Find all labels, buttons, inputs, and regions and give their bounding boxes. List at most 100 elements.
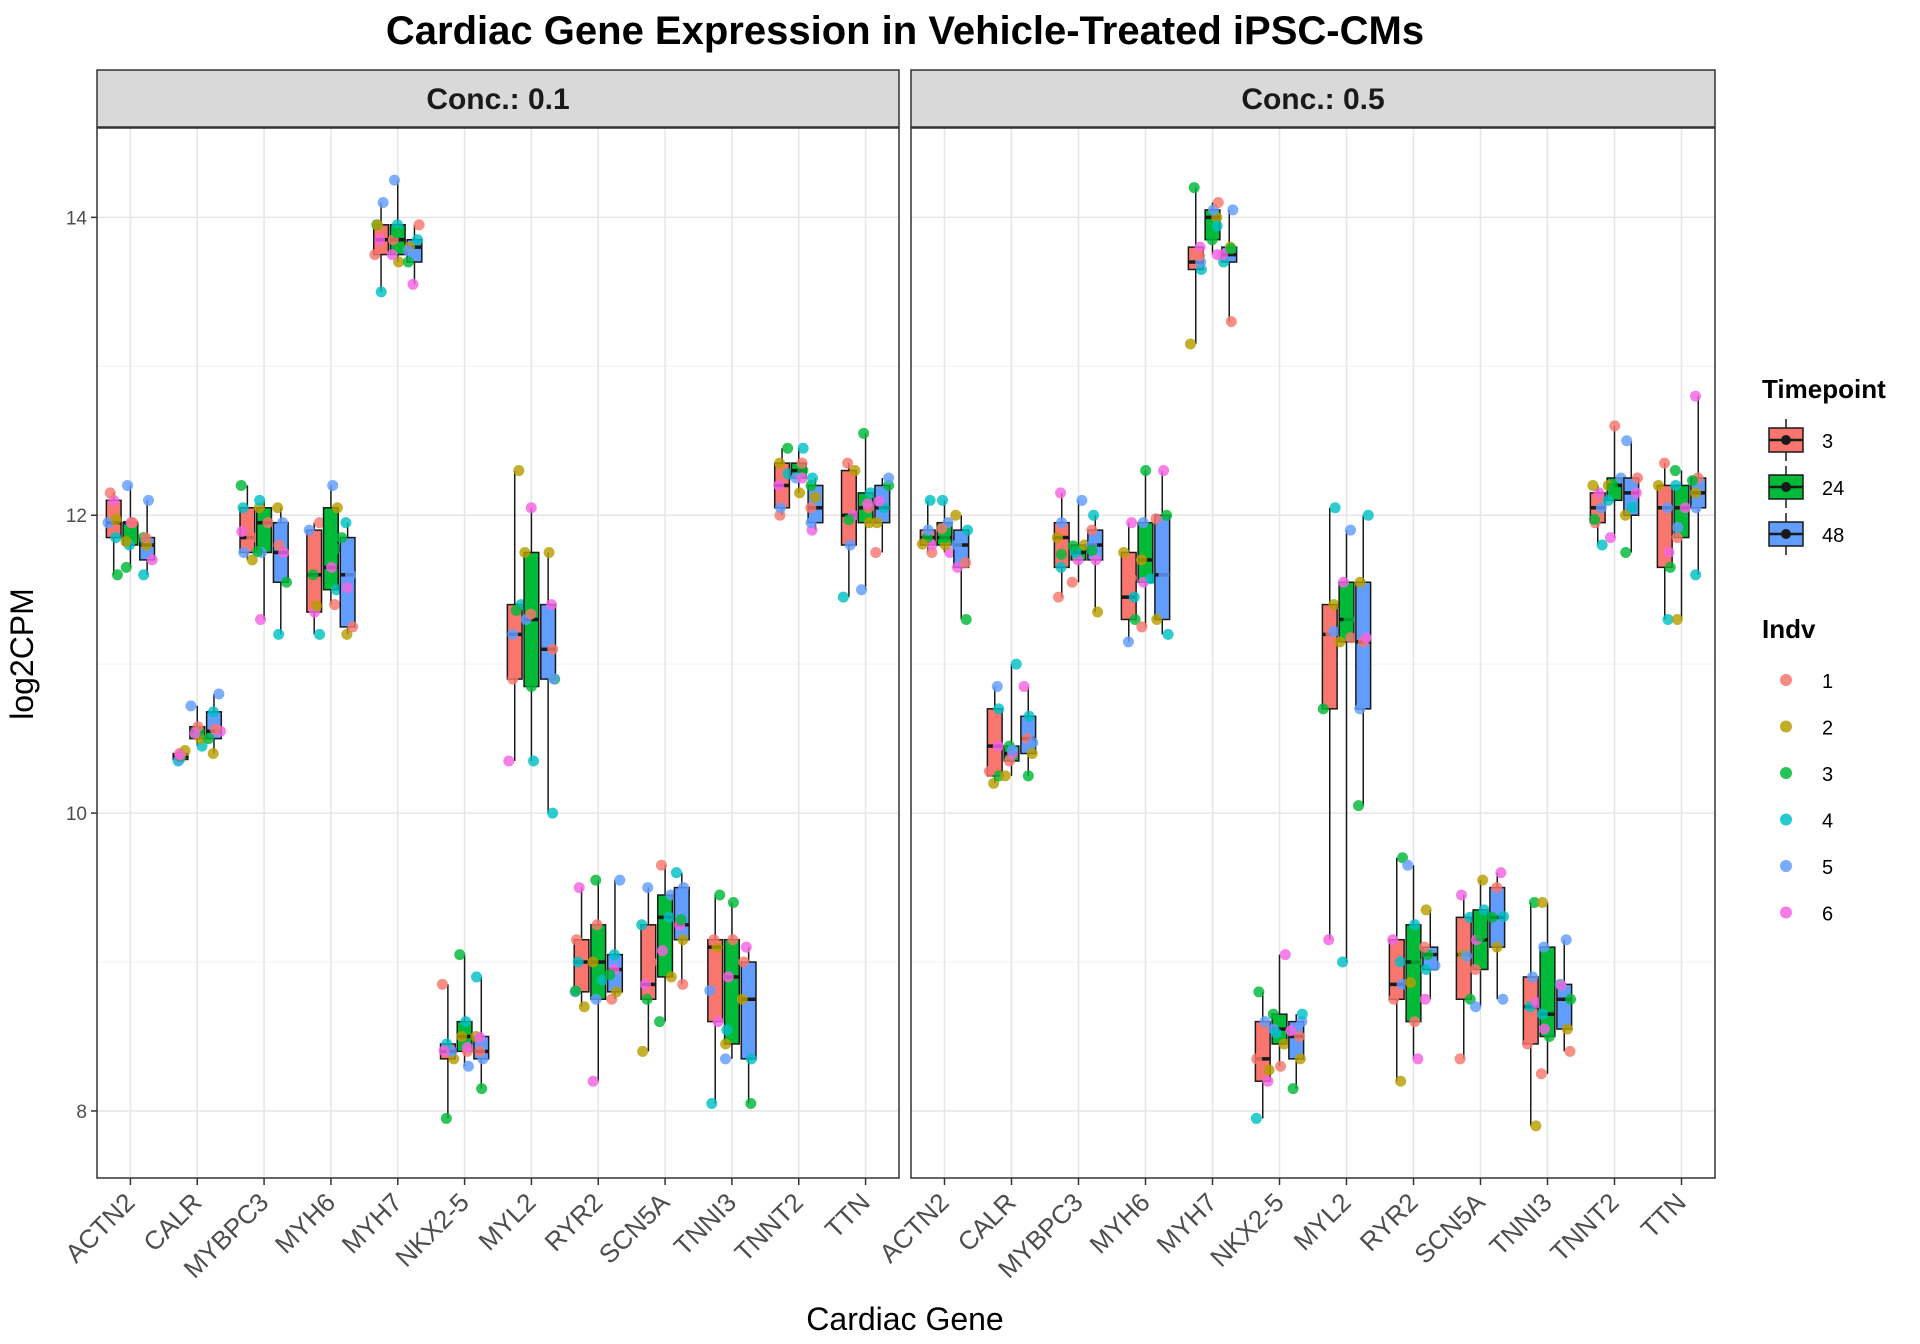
data-point: [794, 487, 806, 499]
box-MYBPC3-t3: [1051, 487, 1070, 603]
data-point: [341, 628, 353, 640]
data-point: [1275, 1060, 1287, 1072]
data-point: [645, 956, 657, 968]
box-MYBPC3-t48: [1086, 509, 1104, 618]
box-TTN-t3: [837, 457, 861, 603]
data-point: [1006, 744, 1018, 756]
data-point: [721, 1024, 733, 1036]
data-point: [1287, 1083, 1299, 1095]
data-point: [347, 621, 359, 633]
data-point: [341, 582, 353, 594]
data-point: [706, 1098, 718, 1110]
data-point: [590, 993, 602, 1005]
box-MYL2-t3: [1317, 502, 1341, 946]
data-point: [604, 969, 616, 981]
data-point: [207, 706, 219, 718]
data-point: [1086, 544, 1098, 556]
data-point: [1285, 1025, 1297, 1037]
data-point: [1067, 540, 1079, 552]
data-point: [1394, 956, 1406, 968]
data-point: [513, 465, 525, 477]
data-point: [1354, 576, 1366, 588]
facet-strip: [96, 69, 900, 128]
data-point: [1225, 316, 1237, 328]
data-point: [1690, 502, 1702, 514]
legend-key-point: [1781, 529, 1791, 539]
data-point: [871, 517, 883, 529]
data-point: [960, 557, 972, 569]
data-point: [1690, 390, 1702, 402]
data-point: [1486, 911, 1498, 923]
data-point: [1419, 993, 1431, 1005]
data-point: [782, 442, 794, 454]
data-point: [1056, 517, 1068, 529]
data-point: [476, 1083, 488, 1095]
data-point: [471, 971, 483, 983]
box-TNNI3-t24: [1535, 896, 1556, 1080]
data-point: [1090, 554, 1102, 566]
data-point: [1593, 487, 1605, 499]
data-point: [843, 514, 855, 526]
data-point: [1528, 896, 1540, 908]
data-point: [1270, 1027, 1282, 1039]
data-point: [1620, 546, 1632, 558]
box-TNNI3-t3: [704, 889, 726, 1110]
data-point: [1565, 993, 1577, 1005]
data-point: [727, 934, 739, 946]
legend-key-point: [1780, 860, 1792, 872]
data-point: [962, 524, 974, 536]
data-point: [993, 703, 1005, 715]
data-point: [1162, 628, 1174, 640]
box-body: [540, 603, 557, 680]
box-MYH6-t24: [322, 479, 343, 611]
legend-label-indv: 2: [1822, 718, 1833, 740]
data-point: [525, 608, 537, 620]
data-point: [1404, 977, 1416, 989]
data-point: [313, 517, 325, 529]
data-point: [663, 911, 675, 923]
data-point: [1527, 971, 1539, 983]
box-NKX2-5-t24: [454, 949, 474, 1072]
data-point: [1343, 613, 1355, 625]
data-point: [273, 628, 285, 640]
data-point: [1328, 625, 1340, 637]
legend-title-timepoint: Timepoint: [1762, 374, 1886, 404]
data-point: [1345, 524, 1357, 536]
data-point: [842, 457, 854, 469]
data-point: [235, 479, 247, 491]
data-point: [1360, 632, 1372, 644]
legend-label-indv: 5: [1822, 857, 1833, 879]
box-NKX2-5-t24: [1267, 949, 1291, 1072]
data-point: [1158, 465, 1170, 477]
data-point: [326, 561, 338, 573]
data-point: [1402, 859, 1414, 871]
facet-panel-2: Conc.: 0.5ACTN2CALRMYBPC3MYH6MYH7NKX2-5M…: [873, 69, 1716, 1284]
data-point: [883, 472, 895, 484]
data-point: [1251, 1053, 1263, 1065]
data-point: [330, 584, 342, 596]
legend-key-point: [1780, 720, 1792, 733]
data-point: [805, 502, 817, 514]
legend-label-indv: 6: [1822, 904, 1833, 926]
box-MYBPC3-t24: [251, 494, 274, 625]
data-point: [303, 524, 315, 536]
data-point: [738, 956, 750, 968]
box-MYH6-t48: [336, 517, 359, 640]
box-TNNI3-t24: [719, 896, 741, 1065]
box-TNNT2-t48: [1619, 435, 1643, 558]
data-point: [331, 502, 343, 514]
data-point: [237, 502, 249, 514]
data-point: [127, 517, 139, 529]
data-point: [1420, 904, 1432, 916]
data-point: [545, 599, 557, 611]
data-point: [719, 1053, 731, 1065]
box-MYH7-t3: [369, 196, 390, 298]
data-point: [110, 532, 122, 544]
data-point: [1137, 517, 1149, 529]
data-point: [1491, 882, 1503, 894]
box-CALR-t48: [203, 688, 226, 760]
facet-strip: [910, 69, 1716, 128]
data-point: [272, 502, 284, 514]
data-point: [572, 956, 584, 968]
